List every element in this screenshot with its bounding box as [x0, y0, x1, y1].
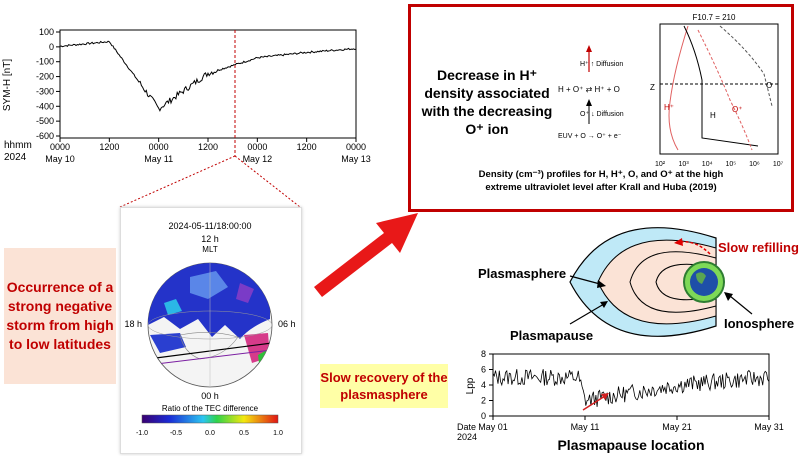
h-decrease-box	[408, 4, 794, 212]
recovery-arrow	[582, 395, 606, 411]
year-label: 2024	[4, 152, 27, 163]
sym-h-xtick-time: 0000	[247, 142, 267, 152]
profile-xtick-label: 10³	[679, 161, 690, 168]
profile-xtick-label: 10⁷	[773, 161, 784, 168]
hhmm-label: hhmm	[4, 140, 32, 151]
profile-h	[683, 25, 759, 147]
profile-o	[719, 25, 773, 107]
big-red-arrow	[314, 213, 418, 297]
colorbar	[141, 414, 279, 424]
refilling-arrow	[679, 241, 711, 255]
reaction-text: H + O⁺ ⇄ H⁺ + O	[558, 85, 620, 94]
zoom-connector	[119, 155, 301, 208]
sym-h-ytick-label: -400	[36, 101, 54, 111]
sym-h-xtick-time: 1200	[99, 142, 119, 152]
sym-h-frame	[59, 29, 357, 139]
sym-h-series-line	[59, 40, 357, 112]
lpp-frame	[492, 353, 770, 417]
density-caption: Density (cm⁻³) profiles for H, H⁺, O, an…	[414, 168, 788, 194]
h-decrease-title: Decrease in H⁺ density associated with t…	[421, 67, 553, 137]
label-o: O	[766, 81, 772, 90]
sym-h-ytick-label: -200	[36, 72, 54, 82]
sym-h-xtick-time: 1200	[198, 142, 218, 152]
sym-h-ytick-label: -100	[36, 57, 54, 67]
label-h-plus: H⁺	[664, 103, 674, 112]
lpp-ytick-label: 6	[481, 365, 486, 375]
profile-o-plus	[697, 29, 753, 151]
tec-timestamp: 2024-05-11/18:00:00	[169, 221, 252, 231]
sym-h-xtick-time: 0000	[50, 142, 70, 152]
plasmasphere-label: Plasmasphere	[478, 266, 566, 281]
slow-refilling-label: Slow refilling	[718, 240, 799, 255]
label-o-plus: O⁺	[732, 105, 742, 114]
profile-h-plus	[668, 25, 689, 151]
sym-h-xtick-time: 1200	[297, 142, 317, 152]
plasmapause-label: Plasmapause	[510, 328, 593, 343]
lpp-xtick-label: May 11	[571, 422, 600, 432]
euv-reaction-text: EUV + O → O⁺ + e⁻	[558, 133, 622, 140]
lpp-title: Plasmapause location	[557, 437, 704, 453]
colorbar-title: Ratio of the TEC difference	[162, 404, 259, 413]
colorbar-tick-label: 1.0	[273, 430, 283, 437]
ionosphere-label: Ionosphere	[724, 316, 794, 331]
tec-mlt-label: MLT	[202, 245, 218, 254]
plasmasphere-diagram: Slow refilling Plasmasphere Plasmapause …	[478, 227, 799, 343]
reaction-diagram: H⁺ ↑ Diffusion H + O⁺ ⇄ H⁺ + O O⁺ ↓ Diff…	[558, 45, 624, 140]
lpp-year-label: 2024	[457, 432, 477, 442]
sym-h-xtick-date: May 11	[144, 154, 173, 164]
f107-label: F10.7 = 210	[693, 13, 736, 22]
colorbar-tick-label: -1.0	[136, 430, 148, 437]
colorbar-tick-label: 0.0	[205, 430, 215, 437]
lpp-ytick-label: 4	[481, 380, 486, 390]
sym-h-xtick-time: 0000	[149, 142, 169, 152]
tec-left-label: 18 h	[124, 319, 142, 329]
caption-line-2: extreme ultraviolet level after Krall an…	[485, 182, 717, 193]
colorbar-tick-label: 0.5	[239, 430, 249, 437]
lpp-ylabel: Lpp	[465, 377, 476, 394]
sym-h-ytick-label: -300	[36, 86, 54, 96]
sym-h-ytick-label: -600	[36, 131, 54, 141]
lpp-ytick-label: 2	[481, 396, 486, 406]
colorbar-tick-label: -0.5	[170, 430, 182, 437]
date-label: Date	[457, 422, 476, 432]
tec-bottom-label: 00 h	[201, 391, 219, 401]
diffusion-top-text: H⁺ ↑ Diffusion	[580, 61, 623, 68]
slow-recovery-box: Slow recovery of the plasmasphere	[320, 364, 448, 408]
tec-right-label: 06 h	[278, 319, 296, 329]
lpp-xtick-label: May 01	[478, 422, 508, 432]
storm-occurrence-box: Occurrence of a strong negative storm fr…	[4, 248, 116, 384]
globe	[147, 262, 273, 388]
sym-h-chart: SYM-H [nT] 1000-100-200-300-400-500-600 …	[2, 27, 371, 164]
sym-h-ytick-label: -500	[36, 116, 54, 126]
density-profile-chart: F10.7 = 210 Z H⁺ H O O⁺ 10² 10³ 10⁴ 10⁵ 10⁶ 1…	[650, 13, 784, 168]
tec-top-label: 12 h	[201, 234, 219, 244]
tec-map: 2024-05-11/18:00:00 12 h MLT 18 h 06 h 0…	[124, 221, 296, 437]
z-axis-label: Z	[650, 83, 655, 92]
caption-line-1: Density (cm⁻³) profiles for H, H⁺, O, an…	[478, 169, 724, 180]
earth-icon	[690, 268, 718, 296]
lpp-series-line	[492, 368, 770, 407]
sym-h-xtick-date: May 12	[243, 154, 273, 164]
sym-h-ylabel: SYM-H [nT]	[2, 59, 13, 111]
profile-xtick-label: 10⁴	[702, 161, 713, 168]
sym-h-xtick-date: May 10	[45, 154, 75, 164]
profile-xtick-label: 10⁶	[749, 161, 760, 168]
profile-xtick-label: 10²	[655, 161, 666, 168]
label-h: H	[710, 111, 716, 120]
sym-h-xtick-date: May 13	[341, 154, 371, 164]
sym-h-ytick-label: 0	[49, 42, 54, 52]
diffusion-bottom-text: O⁺ ↓ Diffusion	[580, 111, 624, 118]
sym-h-ytick-label: 100	[39, 27, 54, 37]
profile-xtick-label: 10⁵	[725, 161, 736, 168]
lpp-xtick-label: May 31	[754, 422, 784, 432]
lpp-xtick-label: May 21	[662, 422, 692, 432]
lpp-ytick-label: 8	[481, 349, 486, 359]
sym-h-xtick-time: 0000	[346, 142, 366, 152]
lpp-ytick-label: 0	[481, 411, 486, 421]
